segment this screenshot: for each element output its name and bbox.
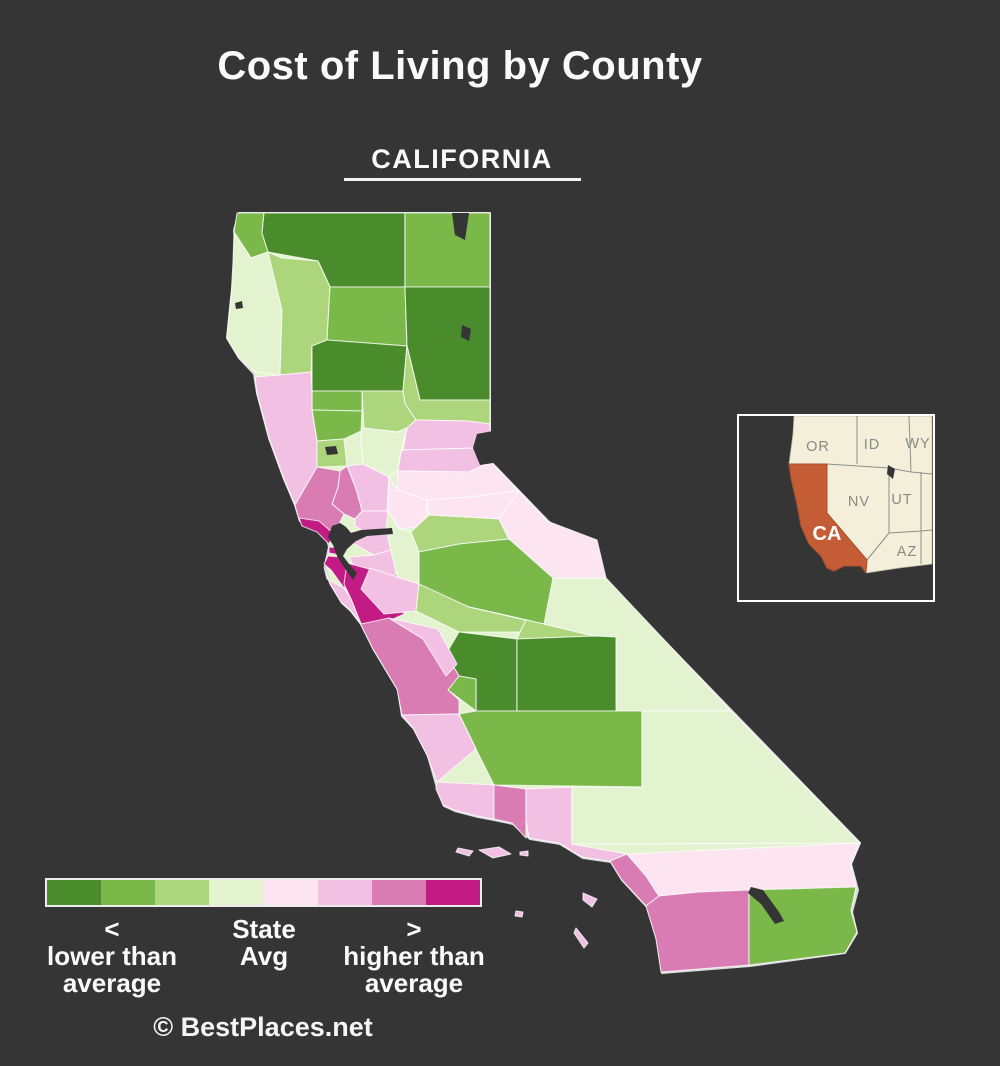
lake-tahoe (473, 431, 498, 465)
attribution: © BestPlaces.net (153, 1012, 373, 1042)
western-us-inset: OR ID WY NV UT AZ CA (788, 415, 933, 574)
legend-higher-symbol: > (406, 914, 422, 944)
legend-higher-label: > higher than average (328, 916, 500, 997)
locator-inset-map: OR ID WY NV UT AZ CA (737, 414, 935, 602)
county-ventura (493, 784, 527, 839)
county-modoc (404, 212, 491, 288)
county-glenn (311, 390, 363, 412)
county-marin (298, 517, 335, 545)
county-imperial (748, 886, 858, 966)
county-channel_w (455, 847, 474, 857)
county-channel_e (478, 846, 512, 859)
salton-sea (748, 887, 784, 924)
county-humboldt (226, 231, 283, 376)
legend-state-avg-label: State Avg (232, 914, 296, 971)
subtitle-underline (344, 178, 581, 181)
inset-state-label-wy: WY (905, 436, 930, 452)
legend-lower-label: < lower than average (28, 916, 196, 997)
county-catalina (582, 892, 598, 908)
county-lassen (404, 286, 491, 401)
legend-swatch-1 (47, 880, 102, 905)
legend-swatch-3 (155, 880, 210, 905)
county-anacapa (519, 850, 529, 857)
county-sanbenito (388, 617, 458, 677)
humboldt-bay (235, 301, 243, 309)
legend-swatch-7 (371, 880, 426, 905)
county-sanclemente (573, 927, 589, 949)
eagle-lake (461, 325, 471, 341)
county-tehama (311, 339, 408, 392)
inset-state-label-ca: CA (813, 523, 842, 545)
legend-swatch-4 (209, 880, 264, 905)
inset-state-border (888, 530, 922, 534)
legend-lower-symbol: < (104, 914, 120, 944)
inset-state-label-az: AZ (897, 544, 918, 560)
inset-state-label-ut: UT (891, 492, 912, 508)
page-title: Cost of Living by County (217, 44, 703, 88)
county-sanbernardino (571, 710, 861, 845)
inset-state-border (908, 415, 912, 473)
inset-california-highlight (788, 463, 868, 574)
legend-swatch-5 (263, 880, 318, 905)
county-shasta (326, 286, 408, 347)
legend-color-scale (45, 878, 482, 907)
state-name-label: CALIFORNIA (371, 144, 553, 174)
clear-lake (325, 446, 338, 455)
inset-state-border (866, 532, 890, 561)
goose-lake (452, 213, 469, 240)
great-salt-lake (887, 465, 895, 479)
legend-swatch-6 (317, 880, 372, 905)
county-tulare (516, 635, 617, 712)
inset-state-label-nv: NV (848, 494, 870, 510)
county-sandiego (645, 889, 750, 973)
san-francisco-bay (328, 523, 393, 580)
inset-state-label-id: ID (864, 437, 881, 453)
inset-state-label-or: OR (806, 439, 830, 455)
inset-state-border (920, 529, 933, 532)
legend-swatch-2 (101, 880, 156, 905)
legend-swatch-8 (425, 880, 480, 905)
county-sbisland (514, 910, 524, 918)
